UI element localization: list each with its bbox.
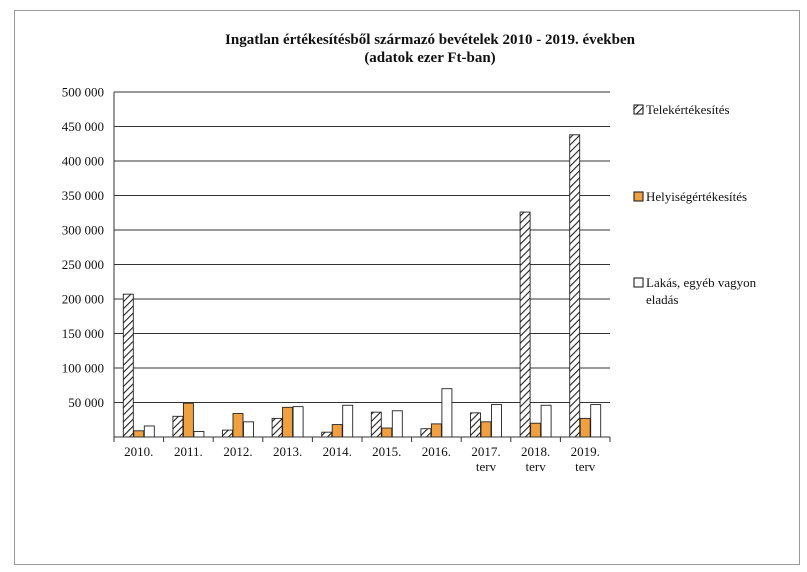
bar-2-10 <box>579 417 591 438</box>
bar-1-10 <box>569 134 581 438</box>
bar-1-7 <box>420 428 432 438</box>
x-tick-label: 2018. <box>521 444 550 459</box>
x-tick-label: 2013. <box>273 444 302 459</box>
bar-1-1 <box>122 293 134 438</box>
y-tick-label: 400 000 <box>62 154 104 169</box>
bar-3-9 <box>540 404 552 438</box>
x-tick-label: 2017. <box>471 444 500 459</box>
y-tick-label: 250 000 <box>62 257 104 272</box>
legend-label: eladás <box>646 292 678 307</box>
bar-3-2 <box>193 431 205 438</box>
y-tick-label: 300 000 <box>62 223 104 238</box>
x-axis-tick-labels: 2010. 2011. 2012. 2013. 2014. 2015. 2016. 2017.… <box>124 444 600 474</box>
y-tick-label: 450 000 <box>62 119 104 134</box>
chart-title-line: (adatok ezer Ft-ban) <box>364 50 495 66</box>
bar-2-2 <box>182 402 194 438</box>
bar-2-9 <box>530 422 542 438</box>
legend-label: Telekértékesítés <box>646 102 730 117</box>
bar-2-6 <box>381 427 393 438</box>
axes <box>113 92 611 442</box>
legend-label: Helyiségértékesítés <box>646 189 747 204</box>
bar-2-5 <box>331 424 343 438</box>
legend: Telekértékesítés Helyiségértékesítés Lakás… <box>633 102 757 307</box>
chart-frame <box>14 10 800 565</box>
chart-title: Ingatlan értékesítésből származó bevétel… <box>225 32 636 66</box>
bar-3-1 <box>143 425 155 438</box>
bar-2-8 <box>480 421 492 438</box>
bar-1-8 <box>470 412 481 438</box>
bar-1-4 <box>271 417 283 438</box>
bar-1-3 <box>222 429 233 438</box>
legend-swatch <box>633 104 644 115</box>
bar-3-5 <box>342 404 354 438</box>
bar-2-4 <box>282 406 294 438</box>
x-tick-label: 2014. <box>323 444 352 459</box>
bar-1-2 <box>172 415 184 438</box>
y-tick-label: 50 000 <box>68 395 104 410</box>
bar-3-8 <box>491 404 502 438</box>
x-tick-label: 2016. <box>422 444 451 459</box>
legend-label: Lakás, egyéb vagyon <box>646 275 757 290</box>
bar-3-10 <box>590 404 602 438</box>
y-tick-label: 100 000 <box>62 361 104 376</box>
x-tick-label: 2011. <box>174 444 203 459</box>
x-tick-label: 2012. <box>223 444 252 459</box>
bar-3-7 <box>441 388 453 438</box>
legend-swatch <box>633 277 644 288</box>
y-tick-label: 200 000 <box>62 292 104 307</box>
x-tick-label: terv <box>525 459 546 474</box>
bars <box>122 134 602 438</box>
bar-3-6 <box>391 410 403 438</box>
bar-3-4 <box>292 406 304 438</box>
x-tick-label: 2019. <box>571 444 600 459</box>
y-tick-label: 500 000 <box>62 85 104 100</box>
x-tick-label: 2010. <box>124 444 153 459</box>
y-tick-label: 150 000 <box>62 326 104 341</box>
y-tick-label: 350 000 <box>62 188 104 203</box>
legend-swatch <box>633 191 644 202</box>
gridlines <box>114 91 610 403</box>
bar-3-3 <box>243 421 254 438</box>
bar-1-9 <box>519 211 531 438</box>
bar-2-7 <box>430 423 442 438</box>
x-tick-label: terv <box>476 459 497 474</box>
x-tick-label: 2015. <box>372 444 401 459</box>
bar-1-5 <box>321 431 333 438</box>
x-tick-label: terv <box>575 459 596 474</box>
bar-1-6 <box>370 411 382 438</box>
chart-title-line: Ingatlan értékesítésből származó bevétel… <box>225 32 636 48</box>
bar-2-3 <box>232 413 244 438</box>
bar-2-1 <box>133 430 145 438</box>
y-axis-tick-labels: 50 000 100 000 150 000 200 000 250 000 300 00… <box>62 85 104 411</box>
